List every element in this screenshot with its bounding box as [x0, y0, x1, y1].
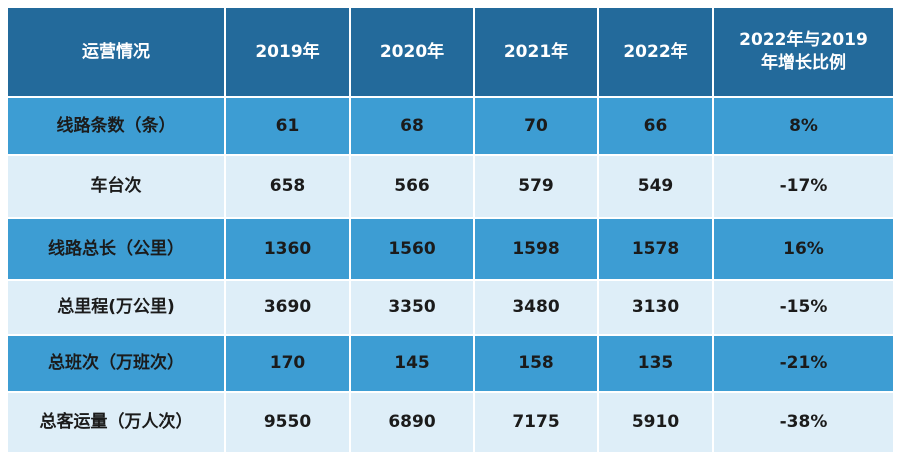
header-cell: 2022年与2019年增长比例: [714, 8, 893, 96]
table-cell: 6890: [351, 393, 473, 452]
table-cell: 1598: [475, 219, 597, 279]
table-cell: 9550: [226, 393, 349, 452]
table-cell: 5910: [599, 393, 712, 452]
table-cell: 658: [226, 156, 349, 217]
table-cell: 1360: [226, 219, 349, 279]
table-cell: 1560: [351, 219, 473, 279]
table-cell: -15%: [714, 281, 893, 334]
table-cell: 158: [475, 336, 597, 391]
row-label: 总班次（万班次）: [8, 336, 224, 391]
header-cell: 2022年: [599, 8, 712, 96]
table-cell: 549: [599, 156, 712, 217]
table-cell: -38%: [714, 393, 893, 452]
row-label: 车台次: [8, 156, 224, 217]
table-cell: 135: [599, 336, 712, 391]
table-cell: 7175: [475, 393, 597, 452]
header-cell: 2020年: [351, 8, 473, 96]
table-cell: 579: [475, 156, 597, 217]
table-cell: 68: [351, 98, 473, 154]
table-cell: 3350: [351, 281, 473, 334]
table-cell: 61: [226, 98, 349, 154]
table-cell: 3480: [475, 281, 597, 334]
table-cell: -21%: [714, 336, 893, 391]
table-cell: 3130: [599, 281, 712, 334]
table: 运营情况 2019年 2020年 2021年 2022年 2022年与2019年增长比例线…: [8, 8, 893, 452]
table-cell: 145: [351, 336, 473, 391]
row-label: 线路条数（条）: [8, 98, 224, 154]
table-cell: 66: [599, 98, 712, 154]
table-cell: 70: [475, 98, 597, 154]
header-cell: 2021年: [475, 8, 597, 96]
table-cell: -17%: [714, 156, 893, 217]
header-cell: 2019年: [226, 8, 349, 96]
table-cell: 3690: [226, 281, 349, 334]
row-label: 总客运量（万人次）: [8, 393, 224, 452]
table-cell: 16%: [714, 219, 893, 279]
table-cell: 566: [351, 156, 473, 217]
header-cell: 运营情况: [8, 8, 224, 96]
table-cell: 8%: [714, 98, 893, 154]
table-cell: 170: [226, 336, 349, 391]
row-label: 总里程(万公里): [8, 281, 224, 334]
table-cell: 1578: [599, 219, 712, 279]
row-label: 线路总长（公里）: [8, 219, 224, 279]
